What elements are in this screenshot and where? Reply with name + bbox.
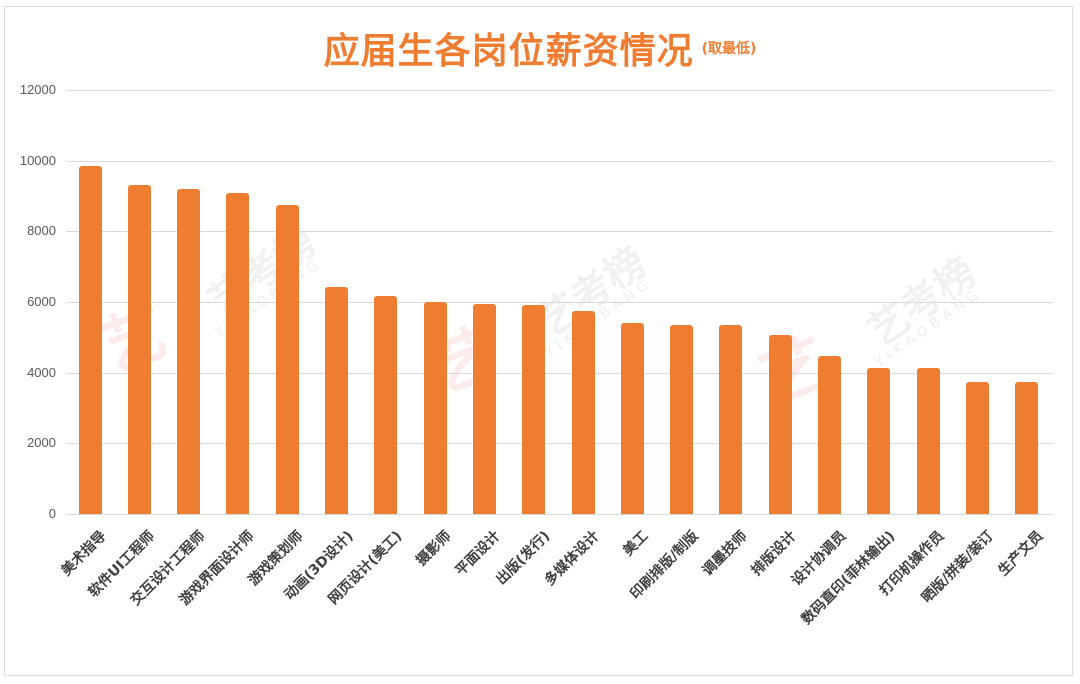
gridline [66, 231, 1053, 232]
gridline [66, 90, 1053, 91]
bar[interactable] [867, 368, 890, 514]
chart-title-sub: (取最低) [701, 41, 757, 57]
gridline [66, 514, 1053, 515]
bar[interactable] [374, 296, 397, 514]
bar[interactable] [621, 323, 644, 514]
x-axis-category-label: 生产文员 [995, 528, 1047, 580]
x-axis-category-label: 摄影师 [413, 528, 455, 570]
y-axis-tick-label: 6000 [27, 294, 56, 309]
bar[interactable] [276, 205, 299, 514]
bar[interactable] [79, 166, 102, 514]
bar[interactable] [473, 304, 496, 514]
x-axis-category-label: 调墨技师 [699, 528, 751, 580]
gridline [66, 302, 1053, 303]
y-axis-tick-label: 4000 [27, 365, 56, 380]
y-axis-tick-label: 8000 [27, 223, 56, 238]
y-axis-tick-label: 0 [48, 506, 56, 521]
bar[interactable] [177, 189, 200, 514]
chart-title-main: 应届生各岗位薪资情况 [323, 31, 694, 72]
x-axis-category-label: 美工 [620, 528, 652, 560]
bar[interactable] [572, 311, 595, 514]
watermark-text: 艺考榜 [859, 249, 985, 356]
bar[interactable] [966, 382, 989, 514]
gridline [66, 161, 1053, 162]
chart-title: 应届生各岗位薪资情况 (取最低) [0, 22, 1080, 74]
bar[interactable] [128, 185, 151, 514]
gridline [66, 373, 1053, 374]
bar[interactable] [226, 193, 249, 514]
bar[interactable] [424, 302, 447, 514]
bar[interactable] [670, 325, 693, 514]
watermark-text: 艺考榜 [199, 219, 325, 326]
y-axis-tick-label: 12000 [19, 82, 56, 97]
bar[interactable] [522, 305, 545, 514]
bar[interactable] [818, 356, 841, 514]
bar[interactable] [769, 335, 792, 514]
watermark-subtext: YIKAOBANG [871, 284, 986, 372]
bar[interactable] [719, 325, 742, 514]
bar[interactable] [917, 368, 940, 514]
gridline [66, 443, 1053, 444]
bar[interactable] [325, 287, 348, 514]
y-axis-tick-label: 2000 [27, 435, 56, 450]
y-axis-tick-label: 10000 [19, 153, 56, 168]
bar[interactable] [1015, 382, 1038, 514]
